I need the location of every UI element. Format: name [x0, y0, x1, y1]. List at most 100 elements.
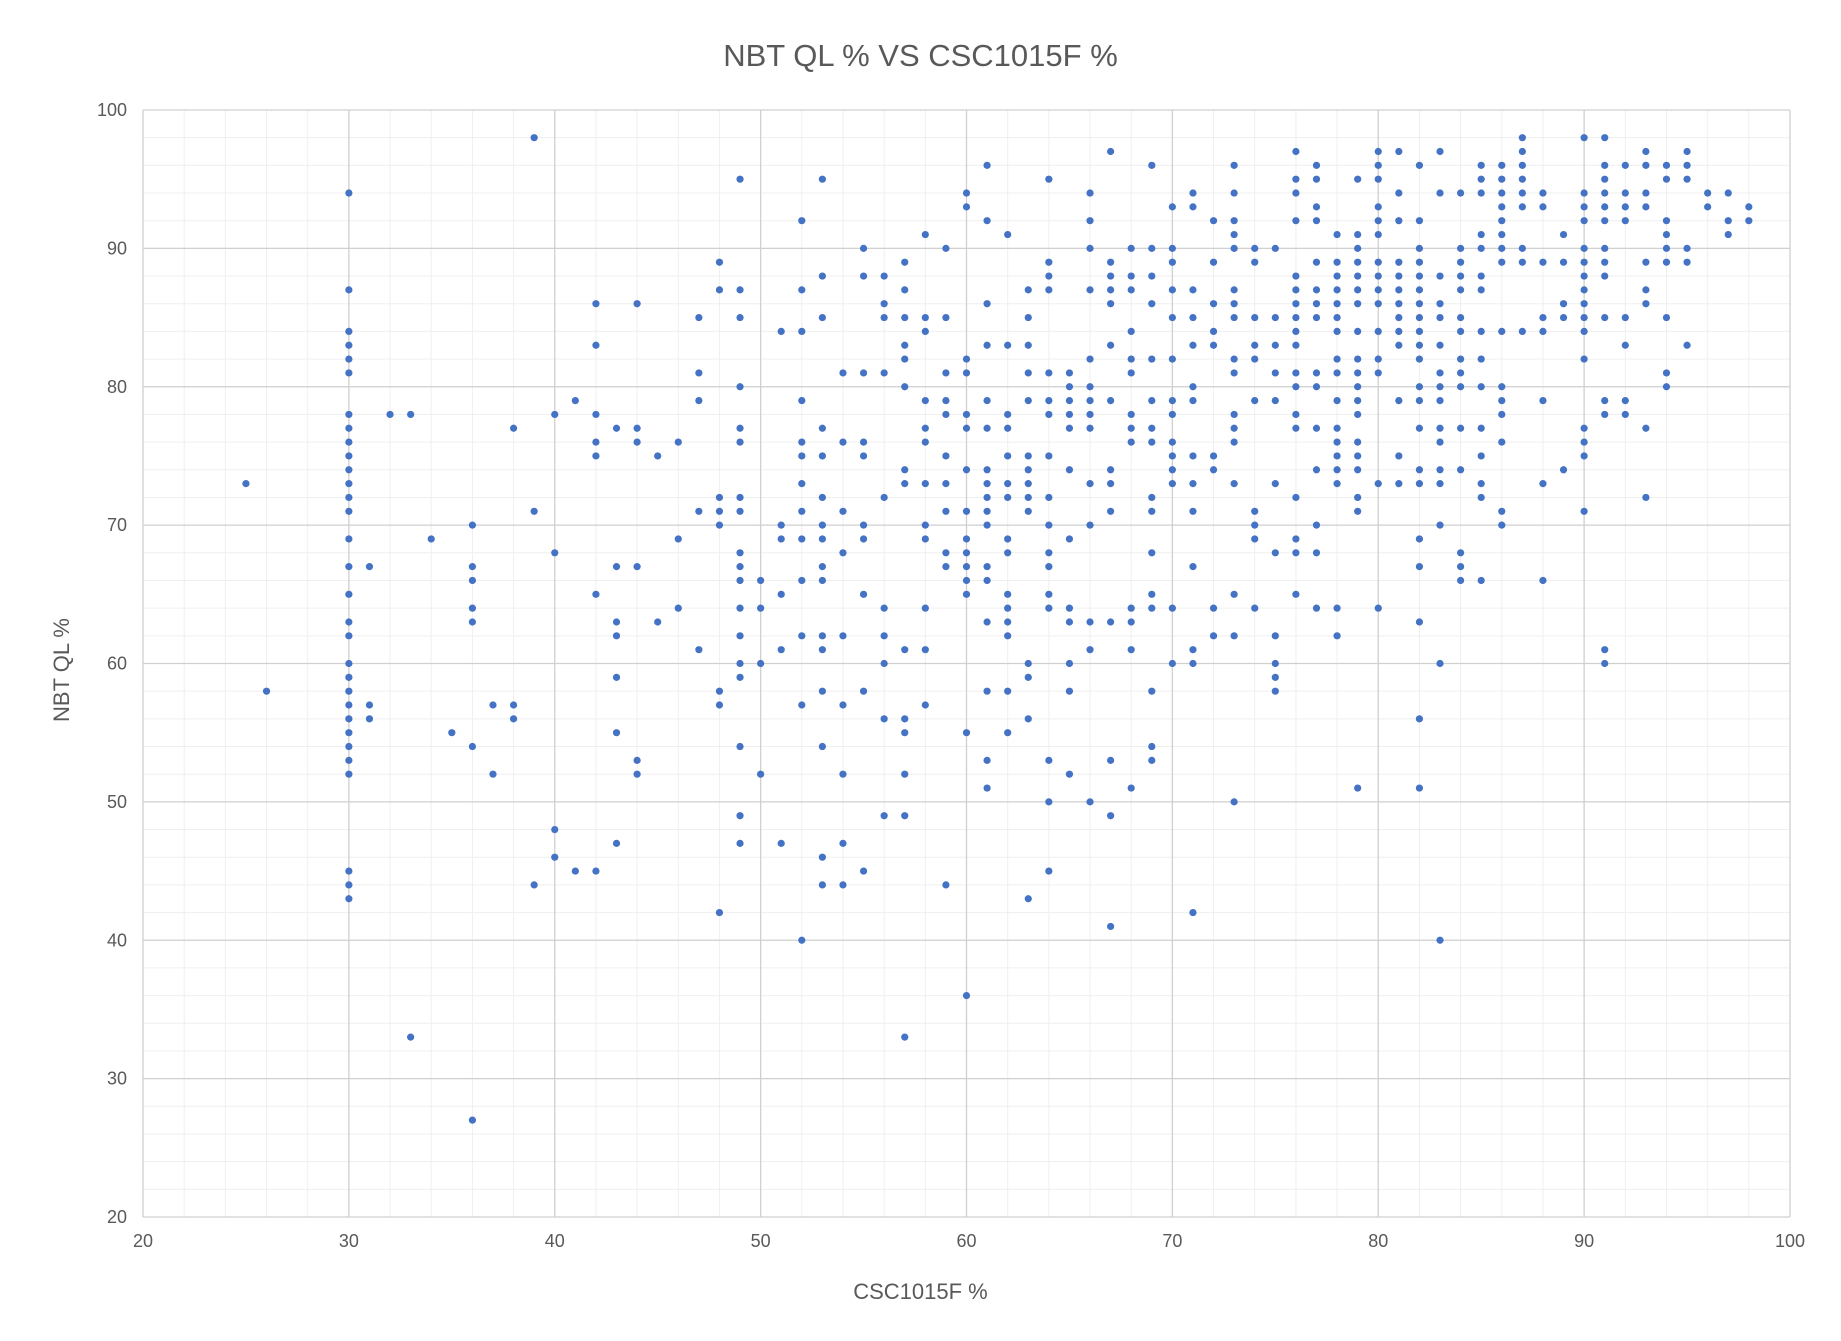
data-point — [633, 438, 641, 446]
data-point — [1333, 480, 1341, 488]
data-point — [695, 396, 703, 405]
data-point — [818, 175, 826, 183]
data-point — [962, 507, 971, 515]
data-point — [592, 590, 600, 598]
data-point — [880, 715, 888, 723]
data-point — [1271, 687, 1279, 695]
data-point — [777, 590, 785, 598]
data-point — [1168, 355, 1176, 363]
data-point — [1004, 493, 1012, 502]
data-point — [1374, 230, 1382, 239]
data-point — [859, 687, 868, 695]
data-point — [1086, 355, 1094, 363]
data-point — [612, 424, 621, 432]
data-point — [1498, 189, 1506, 197]
data-point — [592, 341, 600, 349]
data-point — [1333, 230, 1341, 239]
data-point — [468, 1116, 476, 1124]
data-point — [1127, 604, 1135, 612]
data-point — [736, 563, 744, 571]
y-tick-label: 70 — [107, 515, 127, 535]
data-point — [345, 867, 353, 875]
data-point — [551, 825, 559, 834]
data-point — [1312, 369, 1321, 377]
data-point — [1477, 452, 1485, 460]
data-point — [1415, 563, 1424, 571]
data-point — [880, 313, 888, 322]
data-point — [1354, 286, 1362, 294]
data-point — [1107, 756, 1115, 764]
data-point — [983, 576, 991, 585]
data-point — [1045, 258, 1053, 266]
data-point — [1127, 327, 1135, 335]
data-point — [1539, 576, 1547, 585]
data-point — [1045, 521, 1053, 529]
data-point — [1601, 313, 1609, 322]
data-point — [1292, 217, 1300, 225]
data-point — [1312, 300, 1321, 308]
data-point — [1498, 521, 1506, 529]
data-point — [1642, 147, 1650, 156]
data-point — [1045, 369, 1053, 377]
y-tick-label: 90 — [107, 238, 127, 258]
data-point — [901, 715, 909, 723]
data-point — [1436, 659, 1444, 668]
data-point — [818, 632, 826, 640]
data-point — [1168, 659, 1176, 668]
data-point — [1168, 258, 1176, 266]
data-point — [1374, 175, 1382, 183]
data-point — [921, 230, 929, 239]
data-point — [1251, 313, 1259, 322]
data-point — [1148, 549, 1156, 557]
data-point — [345, 742, 353, 751]
data-point — [1415, 424, 1424, 432]
data-point — [551, 853, 559, 861]
data-point — [736, 632, 744, 640]
data-point — [1127, 424, 1135, 432]
data-point — [1395, 396, 1403, 405]
data-point — [1312, 383, 1321, 391]
data-point — [1374, 258, 1382, 266]
data-point — [880, 812, 888, 820]
data-point — [1086, 396, 1094, 405]
data-point — [1292, 535, 1300, 543]
data-point — [695, 507, 703, 515]
data-point — [1374, 217, 1382, 225]
data-point — [509, 701, 518, 709]
data-point — [1065, 687, 1074, 695]
data-point — [1601, 410, 1609, 419]
data-point — [1127, 286, 1135, 294]
data-point — [1292, 189, 1300, 197]
data-point — [1004, 687, 1012, 695]
data-point — [1477, 272, 1485, 280]
data-point — [736, 507, 744, 515]
data-point — [901, 770, 909, 778]
data-point — [1127, 355, 1135, 363]
data-point — [1498, 410, 1506, 419]
data-point — [1045, 604, 1053, 612]
data-point — [551, 549, 559, 557]
data-point — [901, 812, 909, 820]
data-point — [859, 867, 868, 875]
data-point — [1333, 396, 1341, 405]
data-point — [1189, 480, 1197, 488]
data-point — [1601, 203, 1609, 211]
data-point — [1333, 258, 1341, 266]
data-point — [1024, 715, 1032, 723]
data-point — [962, 729, 971, 737]
data-point — [1168, 286, 1176, 294]
data-point — [921, 701, 929, 709]
data-point — [983, 563, 991, 571]
data-point — [1354, 784, 1362, 792]
data-point — [859, 535, 868, 543]
data-point — [1045, 286, 1053, 294]
data-point — [612, 729, 621, 737]
data-point — [901, 286, 909, 294]
data-point — [1518, 203, 1526, 211]
data-point — [1354, 327, 1362, 335]
data-point — [1477, 189, 1485, 197]
data-point — [1127, 244, 1135, 252]
data-point — [1559, 230, 1568, 239]
data-point — [1312, 521, 1321, 529]
data-point — [1395, 313, 1403, 322]
